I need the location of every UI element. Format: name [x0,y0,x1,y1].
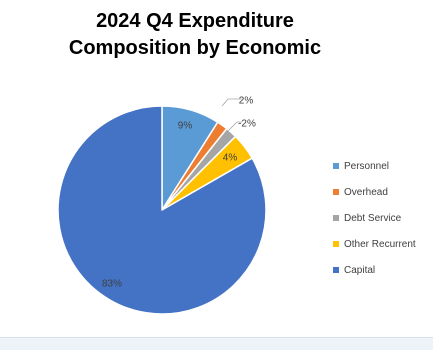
legend-swatch [333,163,339,169]
legend-item-personnel: Personnel [333,153,416,179]
legend-label: Capital [344,264,376,276]
data-labels: 9% 2% -2% 4% 83% [102,96,256,290]
leader-line-overhead [221,98,242,107]
chart-title-line-1: 2024 Q4 Expenditure [96,10,294,32]
leader-line-debt-service [227,121,242,132]
data-label-other-recurrent: 4% [223,153,238,164]
chart-title: 2024 Q4 Expenditure Composition by Econo… [40,8,350,62]
leader-lines [221,98,242,132]
legend-item-debt-service: Debt Service [333,205,416,231]
pie-chart: 9% 2% -2% 4% 83% [57,96,267,315]
legend-item-overhead: Overhead [333,179,416,205]
legend-swatch [333,241,339,247]
legend-swatch [333,189,339,195]
chart-title-line-2: Composition by Economic [68,37,322,59]
pie-slice-capital [57,105,267,315]
chart-card: 2024 Q4 Expenditure Composition by Econo… [40,8,416,315]
legend-label: Debt Service [344,212,402,224]
pie-slices [57,105,267,315]
legend: Personnel Overhead Debt Service Other Re… [333,153,416,283]
legend-label: Overhead [344,186,388,198]
data-label-capital: 83% [102,279,122,290]
legend-swatch [333,215,339,221]
legend-item-other-recurrent: Other Recurrent [333,231,416,257]
data-label-overhead: 2% [239,96,254,107]
data-label-personnel: 9% [178,121,193,132]
legend-label: Other Recurrent [344,238,416,250]
legend-swatch [333,267,339,273]
bottom-strip [0,337,433,350]
legend-label: Personnel [344,160,390,172]
legend-item-capital: Capital [333,257,416,283]
data-label-debt-service: -2% [238,119,256,130]
